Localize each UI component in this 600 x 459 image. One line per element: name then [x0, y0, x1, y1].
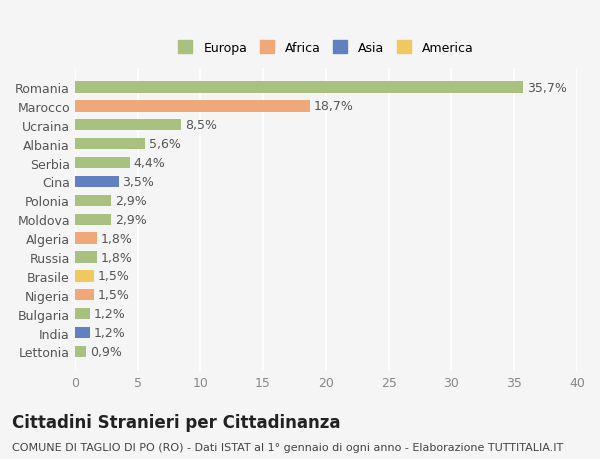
Text: 3,5%: 3,5%	[122, 176, 154, 189]
Text: 18,7%: 18,7%	[313, 100, 353, 113]
Legend: Europa, Africa, Asia, America: Europa, Africa, Asia, America	[172, 35, 480, 62]
Text: 35,7%: 35,7%	[527, 81, 567, 95]
Bar	[75, 82, 523, 94]
Text: 5,6%: 5,6%	[149, 138, 181, 151]
Text: 2,9%: 2,9%	[115, 213, 146, 226]
Text: 1,5%: 1,5%	[97, 270, 129, 283]
Bar	[75, 214, 111, 225]
Bar	[75, 139, 145, 150]
Text: COMUNE DI TAGLIO DI PO (RO) - Dati ISTAT al 1° gennaio di ogni anno - Elaborazio: COMUNE DI TAGLIO DI PO (RO) - Dati ISTAT…	[12, 442, 563, 452]
Bar	[75, 157, 130, 169]
Bar	[75, 327, 90, 339]
Text: 4,4%: 4,4%	[134, 157, 166, 170]
Bar	[75, 120, 181, 131]
Bar	[75, 308, 90, 319]
Bar	[75, 176, 119, 188]
Text: Cittadini Stranieri per Cittadinanza: Cittadini Stranieri per Cittadinanza	[12, 413, 341, 431]
Bar	[75, 233, 97, 244]
Text: 0,9%: 0,9%	[90, 345, 122, 358]
Bar	[75, 252, 97, 263]
Text: 2,9%: 2,9%	[115, 195, 146, 207]
Bar	[75, 101, 310, 112]
Text: 1,2%: 1,2%	[94, 308, 125, 320]
Text: 1,5%: 1,5%	[97, 289, 129, 302]
Text: 1,8%: 1,8%	[101, 232, 133, 245]
Text: 1,2%: 1,2%	[94, 326, 125, 339]
Bar	[75, 346, 86, 358]
Bar	[75, 290, 94, 301]
Bar	[75, 195, 111, 207]
Text: 1,8%: 1,8%	[101, 251, 133, 264]
Bar	[75, 271, 94, 282]
Text: 8,5%: 8,5%	[185, 119, 217, 132]
